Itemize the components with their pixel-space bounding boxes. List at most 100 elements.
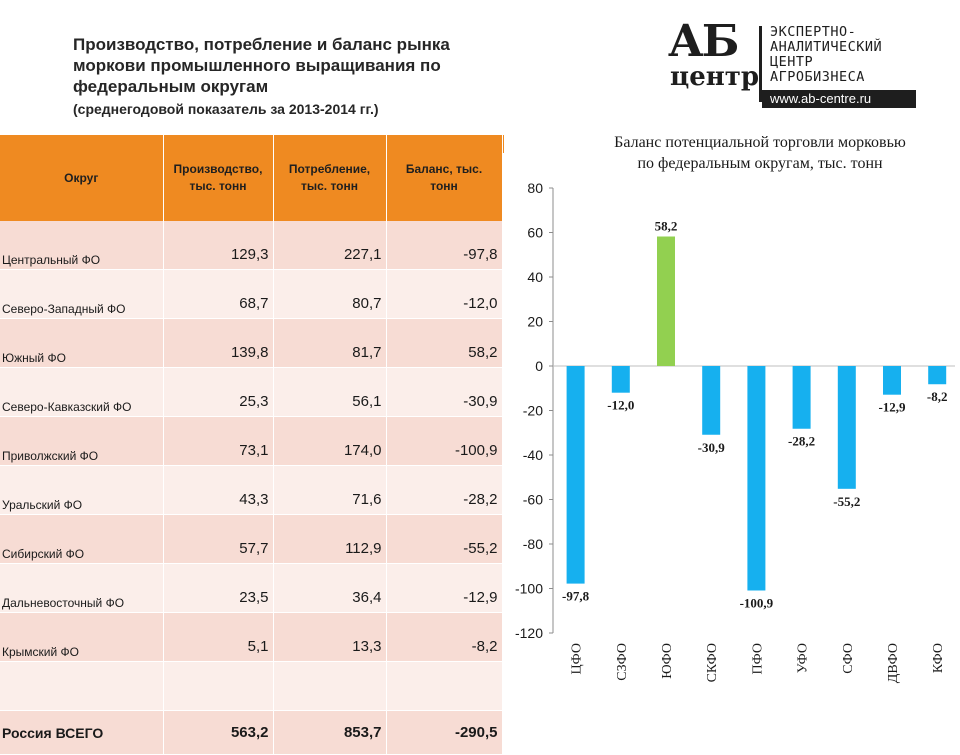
empty-cell: [273, 661, 387, 711]
bar-value-label: 58,2: [655, 219, 678, 234]
bar: [611, 366, 630, 393]
consumption-value: 13,3: [273, 612, 387, 662]
bar-value-label: -8,2: [927, 389, 948, 404]
balance-value: 58,2: [386, 318, 503, 368]
balance-value: -8,2: [386, 612, 503, 662]
empty-cell: [163, 661, 274, 711]
x-tick-label: ЮФО: [660, 643, 675, 679]
bar-value-label: -30,9: [698, 440, 726, 455]
bar: [747, 366, 766, 591]
consumption-value: 56,1: [273, 367, 387, 417]
bar-value-label: -100,9: [740, 596, 774, 611]
ab-centre-logo: АБ центр ЭКСПЕРТНО- АНАЛИТИЧЕСКИЙ ЦЕНТР …: [666, 16, 926, 112]
empty-cell: [386, 661, 503, 711]
production-value: 5,1: [163, 612, 274, 662]
balance-value: -12,0: [386, 269, 503, 319]
balance-value: -28,2: [386, 465, 503, 515]
consumption-value: 81,7: [273, 318, 387, 368]
column-header-balance: Баланс, тыс. тонн: [386, 135, 503, 221]
bar: [883, 366, 901, 395]
logo-text: ЭКСПЕРТНО- АНАЛИТИЧЕСКИЙ ЦЕНТР АГРОБИЗНЕ…: [770, 25, 882, 85]
y-tick-label: 40: [527, 269, 543, 285]
y-tick-label: 80: [527, 180, 543, 196]
table-row: Крымский ФО 5,1 13,3 -8,2: [0, 612, 503, 662]
production-value: 57,7: [163, 514, 274, 564]
bar-value-label: -55,2: [833, 494, 860, 509]
y-tick-label: -100: [515, 581, 543, 597]
total-name: Россия ВСЕГО: [0, 710, 164, 755]
balance-value: -30,9: [386, 367, 503, 417]
total-consumption: 853,7: [273, 710, 387, 755]
logo-divider: [759, 26, 762, 102]
district-name: Северо-Западный ФО: [0, 269, 164, 319]
bar-value-label: -28,2: [788, 434, 815, 449]
table-row: Северо-Кавказский ФО 25,3 56,1 -30,9: [0, 367, 503, 417]
x-tick-label: ЦФО: [570, 643, 585, 674]
x-tick-label: СФО: [841, 643, 856, 674]
logo-line-1: ЭКСПЕРТНО-: [770, 24, 857, 40]
y-tick-label: -40: [523, 447, 543, 463]
y-tick-label: 60: [527, 225, 543, 241]
bar: [837, 366, 856, 489]
district-name: Центральный ФО: [0, 221, 164, 270]
column-header-district: Округ: [0, 135, 164, 221]
total-production: 563,2: [163, 710, 274, 755]
y-tick-label: -120: [515, 625, 543, 641]
x-tick-label: СЗФО: [615, 643, 630, 681]
bar: [928, 366, 947, 385]
balance-value: -97,8: [386, 221, 503, 270]
production-value: 25,3: [163, 367, 274, 417]
consumption-value: 36,4: [273, 563, 387, 613]
production-value: 68,7: [163, 269, 274, 319]
table-row: Центральный ФО 129,3 227,1 -97,8: [0, 221, 503, 270]
table-row: Южный ФО 139,8 81,7 58,2: [0, 318, 503, 368]
balance-value: -100,9: [386, 416, 503, 466]
bar: [566, 366, 585, 584]
table-header-row: Округ Производство, тыс. тонн Потреблени…: [0, 135, 503, 221]
table-row-empty: [0, 661, 503, 711]
y-tick-label: -20: [523, 403, 543, 419]
bar: [702, 366, 721, 435]
bar: [657, 236, 675, 366]
district-name: Сибирский ФО: [0, 514, 164, 564]
bar-value-label: -12,0: [607, 398, 634, 413]
chart-title-line-2: по федеральным округам, тыс. тонн: [637, 155, 883, 172]
district-name: Северо-Кавказский ФО: [0, 367, 164, 417]
table-row: Северо-Западный ФО 68,7 80,7 -12,0: [0, 269, 503, 319]
consumption-value: 80,7: [273, 269, 387, 319]
district-name: Крымский ФО: [0, 612, 164, 662]
y-tick-label: 0: [535, 358, 543, 374]
production-value: 139,8: [163, 318, 274, 368]
logo-line-4: АГРОБИЗНЕСА: [770, 69, 865, 85]
district-name: Дальневосточный ФО: [0, 563, 164, 613]
chart-title: Баланс потенциальной торговли морковью п…: [560, 132, 960, 174]
balance-value: -55,2: [386, 514, 503, 564]
table-row: Дальневосточный ФО 23,5 36,4 -12,9: [0, 563, 503, 613]
consumption-value: 112,9: [273, 514, 387, 564]
production-value: 23,5: [163, 563, 274, 613]
logo-url: www.ab-centre.ru: [762, 90, 916, 108]
x-tick-label: КФО: [931, 643, 946, 673]
empty-cell: [0, 661, 164, 711]
y-tick-label: -60: [523, 492, 543, 508]
district-name: Приволжский ФО: [0, 416, 164, 466]
table-row: Уральский ФО 43,3 71,6 -28,2: [0, 465, 503, 515]
x-tick-label: ПФО: [750, 643, 765, 674]
page-subtitle: (среднегодовой показатель за 2013-2014 г…: [73, 101, 379, 117]
x-tick-label: ДВФО: [886, 643, 901, 683]
logo-mark: АБ центр: [666, 16, 759, 94]
balance-value: -12,9: [386, 563, 503, 613]
y-tick-label: -80: [523, 536, 543, 552]
chart-title-line-1: Баланс потенциальной торговли морковью: [614, 134, 906, 151]
table-row: Сибирский ФО 57,7 112,9 -55,2: [0, 514, 503, 564]
production-value: 129,3: [163, 221, 274, 270]
bar: [792, 366, 811, 429]
consumption-value: 174,0: [273, 416, 387, 466]
bar-value-label: -12,9: [878, 400, 906, 415]
logo-mark-top: АБ: [668, 16, 739, 67]
data-table: Округ Производство, тыс. тонн Потреблени…: [0, 135, 503, 755]
logo-line-2: АНАЛИТИЧЕСКИЙ: [770, 39, 883, 55]
bar-value-label: -97,8: [562, 589, 590, 604]
consumption-value: 71,6: [273, 465, 387, 515]
table-row: Приволжский ФО 73,1 174,0 -100,9: [0, 416, 503, 466]
